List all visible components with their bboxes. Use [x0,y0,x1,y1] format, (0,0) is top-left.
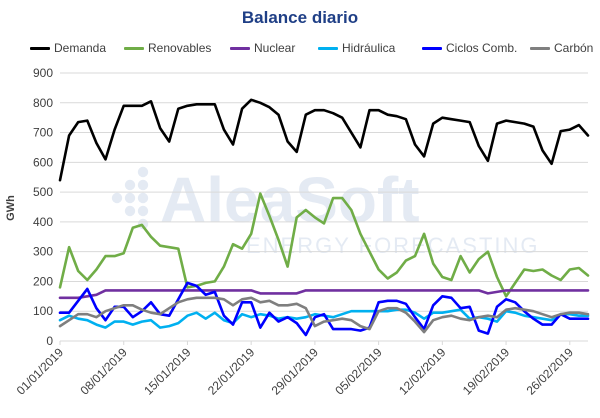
watermark-dot [137,166,149,178]
legend-swatch-renovables [124,46,144,50]
y-tick-label: 900 [33,66,53,80]
legend-label-nuclear: Nuclear [254,41,296,55]
series-lines [58,98,590,337]
y-tick-label: 600 [33,155,53,169]
watermark-dot [137,192,149,204]
legend-label-carbon: Carbón [554,41,594,55]
watermark-dot [124,179,136,191]
legend-label-renovables: Renovables [148,41,212,55]
watermark-dot [137,205,149,217]
series-line-nuclear [58,289,590,300]
x-tick-label: 15/01/2019 [141,345,194,398]
series-line-carbon [58,296,590,334]
legend-item-carbon: Carbón [530,41,593,55]
y-axis-ticks: 0 100 200 300 400 500 600 700 800 900 [33,66,53,348]
legend-item-demanda: Demanda [30,41,106,55]
legend-item-nuclear: Nuclear [230,41,295,55]
y-tick-label: 100 [33,304,53,318]
y-tick-label: 800 [33,96,53,110]
watermark: AleaSoft ENERGY FORECASTING [111,164,538,258]
watermark-dots-icon [111,166,149,230]
watermark-dot [124,205,136,217]
series-line-demanda [58,98,590,182]
x-tick-label: 05/02/2019 [332,345,385,398]
watermark-brand: AleaSoft [160,164,420,236]
series-line-renovables [58,192,590,298]
legend-label-demanda: Demanda [54,41,107,55]
y-tick-label: 0 [46,334,53,348]
y-tick-label: 300 [33,245,53,259]
legend-swatch-demanda [30,46,50,50]
x-tick-label: 12/02/2019 [396,345,449,398]
x-tick-label: 29/01/2019 [269,345,322,398]
x-tick-label: 19/02/2019 [460,345,513,398]
legend-swatch-ciclos [422,46,442,50]
y-tick-label: 200 [33,274,53,288]
legend-label-hidraulica: Hidráulica [342,41,396,55]
legend-item-hidraulica: Hidráulica [318,41,395,55]
y-axis-label: GWh [5,195,17,221]
x-tick-label: 08/01/2019 [77,345,130,398]
legend-swatch-hidraulica [318,46,338,50]
legend-item-ciclos: Ciclos Comb. [422,41,517,55]
x-tick-label: 26/02/2019 [524,345,577,398]
legend-label-ciclos: Ciclos Comb. [446,41,518,55]
legend: Demanda Renovables Nuclear Hidráulica Ci… [30,41,595,61]
x-tick-label: 01/01/2019 [14,345,67,398]
legend-swatch-carbon [530,46,550,50]
watermark-dot [111,192,123,204]
y-tick-label: 400 [33,215,53,229]
legend-swatch-nuclear [230,46,250,50]
chart-title: Balance diario [241,8,359,27]
y-tick-label: 700 [33,126,53,140]
watermark-dot [137,179,149,191]
x-tick-label: 22/01/2019 [205,345,258,398]
series-line-ciclos [58,281,590,337]
legend-item-renovables: Renovables [124,41,211,55]
watermark-dot [124,192,136,204]
y-tick-label: 500 [33,185,53,199]
x-axis-ticks: 01/01/2019 08/01/2019 15/01/2019 22/01/2019… [14,341,576,398]
